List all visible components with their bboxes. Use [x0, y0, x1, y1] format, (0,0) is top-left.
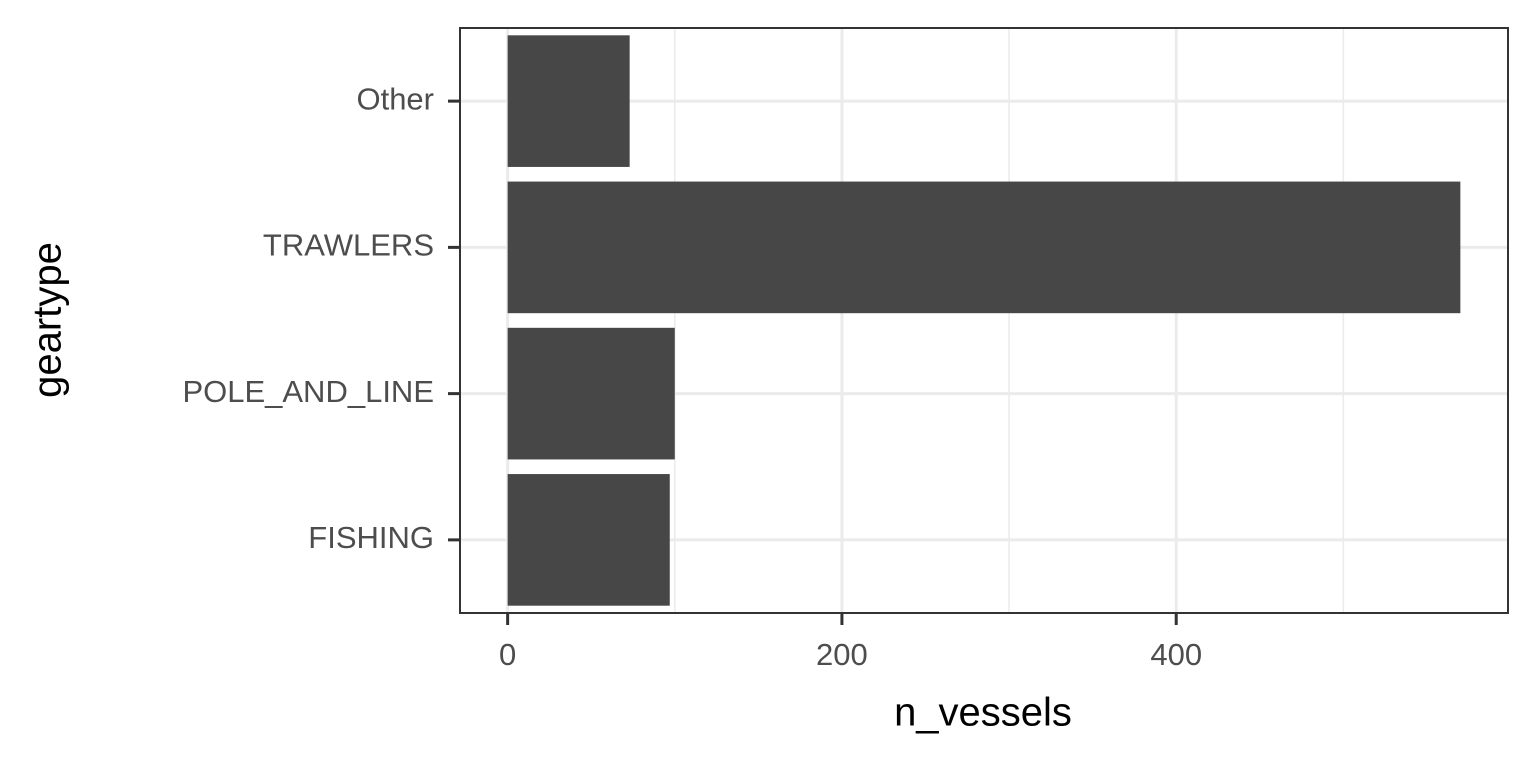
x-axis-title: n_vessels — [894, 691, 1072, 735]
x-tick-label: 200 — [816, 637, 868, 672]
y-axis-title: geartype — [26, 242, 70, 398]
bar — [507, 35, 630, 167]
x-tick-label: 400 — [1150, 637, 1202, 672]
bar — [507, 474, 670, 606]
bar — [507, 181, 1461, 314]
y-tick-label: FISHING — [308, 520, 434, 555]
y-tick-label: POLE_AND_LINE — [182, 374, 434, 409]
panel-border — [459, 27, 1509, 614]
y-tick-label: Other — [356, 81, 434, 116]
x-tick-label: 0 — [499, 637, 516, 672]
bar — [507, 327, 675, 460]
y-tick-label: TRAWLERS — [263, 228, 434, 263]
